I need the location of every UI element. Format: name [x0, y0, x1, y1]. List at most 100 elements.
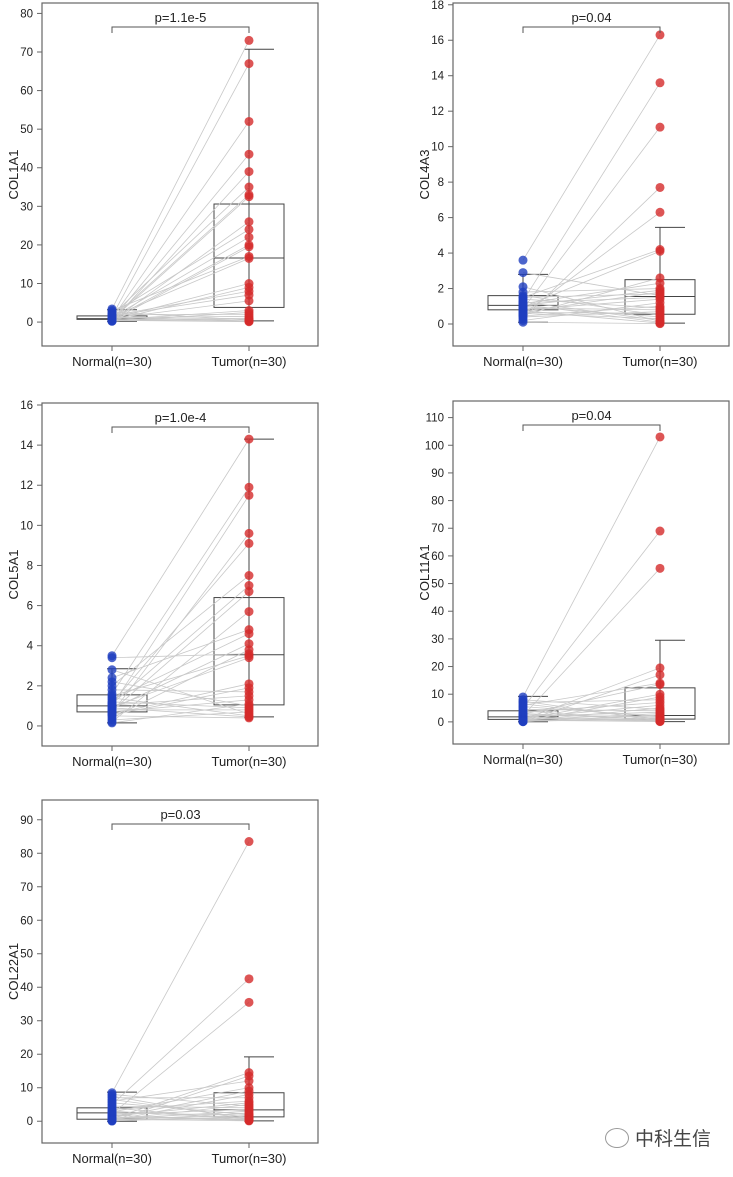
boxplot-col4a3: 0 2 4 6 8 10 12 14 16 18 Normal(n=30) Tumor(n=30) CO…	[411, 0, 733, 380]
x-tick-label: Normal(n=30)	[72, 754, 152, 769]
y-tick-label: 0	[27, 721, 33, 733]
x-tick-label: Tumor(n=30)	[622, 354, 697, 369]
y-tick-label: 0	[27, 1116, 33, 1128]
tumor-point	[245, 150, 254, 159]
normal-point	[519, 299, 528, 308]
y-axis-label: COL5A1	[6, 550, 21, 600]
y-tick-label: 2	[27, 681, 33, 693]
pair-line	[112, 1002, 249, 1114]
y-tick-label: 40	[431, 606, 444, 618]
y-tick-label: 50	[20, 949, 33, 961]
y-tick-label: 12	[431, 106, 444, 118]
x-tick-label: Normal(n=30)	[72, 1151, 152, 1166]
y-tick-label: 8	[438, 177, 444, 189]
normal-point	[108, 718, 117, 727]
pair-line	[112, 495, 249, 706]
tumor-point	[245, 587, 254, 596]
y-tick-label: 10	[20, 520, 33, 532]
y-tick-label: 40	[20, 982, 33, 994]
y-tick-label: 30	[20, 201, 33, 213]
y-tick-label: 60	[20, 86, 33, 98]
normal-point	[519, 312, 528, 321]
tumor-point	[656, 183, 665, 192]
significance-bracket	[112, 824, 249, 830]
y-tick-label: 0	[438, 319, 444, 331]
tumor-point	[245, 233, 254, 242]
p-value-label: p=0.04	[571, 10, 611, 25]
y-tick-label: 70	[20, 882, 33, 894]
y-tick-label: 100	[425, 440, 444, 452]
tumor-point	[245, 183, 254, 192]
pair-line	[523, 83, 660, 301]
p-value-label: p=0.03	[160, 807, 200, 822]
tumor-point	[245, 1116, 254, 1125]
tumor-point	[245, 192, 254, 201]
y-axis-label: COL11A1	[417, 544, 432, 600]
y-tick-label: 50	[431, 579, 444, 591]
x-tick-label: Normal(n=30)	[483, 354, 563, 369]
tumor-point	[656, 208, 665, 217]
tumor-point	[245, 491, 254, 500]
wechat-icon	[605, 1128, 629, 1148]
y-tick-label: 16	[20, 400, 33, 412]
pair-line	[523, 35, 660, 260]
pair-line	[112, 842, 249, 1093]
pair-line	[112, 256, 249, 310]
y-tick-label: 20	[431, 662, 444, 674]
y-tick-label: 0	[27, 317, 33, 329]
y-axis-label: COL1A1	[6, 150, 21, 200]
significance-bracket	[523, 27, 660, 33]
x-tick-label: Tumor(n=30)	[211, 1151, 286, 1166]
tumor-point	[656, 527, 665, 536]
normal-point	[108, 311, 117, 320]
y-tick-label: 6	[438, 213, 444, 225]
pair-line	[112, 979, 249, 1105]
pair-line	[523, 437, 660, 697]
y-tick-label: 16	[431, 35, 444, 47]
p-value-label: p=1.0e-4	[155, 410, 207, 425]
y-tick-label: 60	[20, 915, 33, 927]
tumor-point	[245, 998, 254, 1007]
pair-line	[112, 576, 249, 686]
y-tick-label: 4	[27, 641, 34, 653]
pair-line	[523, 127, 660, 309]
normal-point	[519, 268, 528, 277]
tumor-point	[245, 539, 254, 548]
tumor-point	[245, 653, 254, 662]
pair-line	[112, 64, 249, 317]
y-axis-label: COL4A3	[417, 150, 432, 200]
y-tick-label: 14	[20, 440, 33, 452]
tumor-point	[245, 435, 254, 444]
y-tick-label: 10	[431, 689, 444, 701]
plot-frame	[42, 3, 318, 346]
x-tick-label: Tumor(n=30)	[211, 354, 286, 369]
tumor-point	[656, 670, 665, 679]
pair-line	[112, 487, 249, 694]
p-value-label: p=0.04	[571, 408, 611, 423]
y-tick-label: 18	[431, 0, 444, 12]
y-tick-label: 40	[20, 163, 33, 175]
y-tick-label: 14	[431, 71, 444, 83]
p-value-label: p=1.1e-5	[155, 10, 207, 25]
tumor-point	[245, 837, 254, 846]
pair-line	[112, 258, 249, 316]
watermark: 中科生信	[605, 1124, 711, 1151]
normal-point	[108, 710, 117, 719]
tumor-point	[656, 717, 665, 726]
pair-line	[112, 586, 249, 704]
significance-bracket	[523, 425, 660, 431]
y-tick-label: 30	[431, 634, 444, 646]
tumor-point	[656, 432, 665, 441]
y-tick-label: 60	[431, 551, 444, 563]
y-tick-label: 4	[438, 248, 445, 260]
y-tick-label: 10	[431, 142, 444, 154]
pair-line	[523, 322, 660, 323]
tumor-point	[245, 167, 254, 176]
tumor-point	[245, 629, 254, 638]
normal-point	[108, 653, 117, 662]
y-tick-label: 20	[20, 240, 33, 252]
y-tick-label: 2	[438, 284, 444, 296]
